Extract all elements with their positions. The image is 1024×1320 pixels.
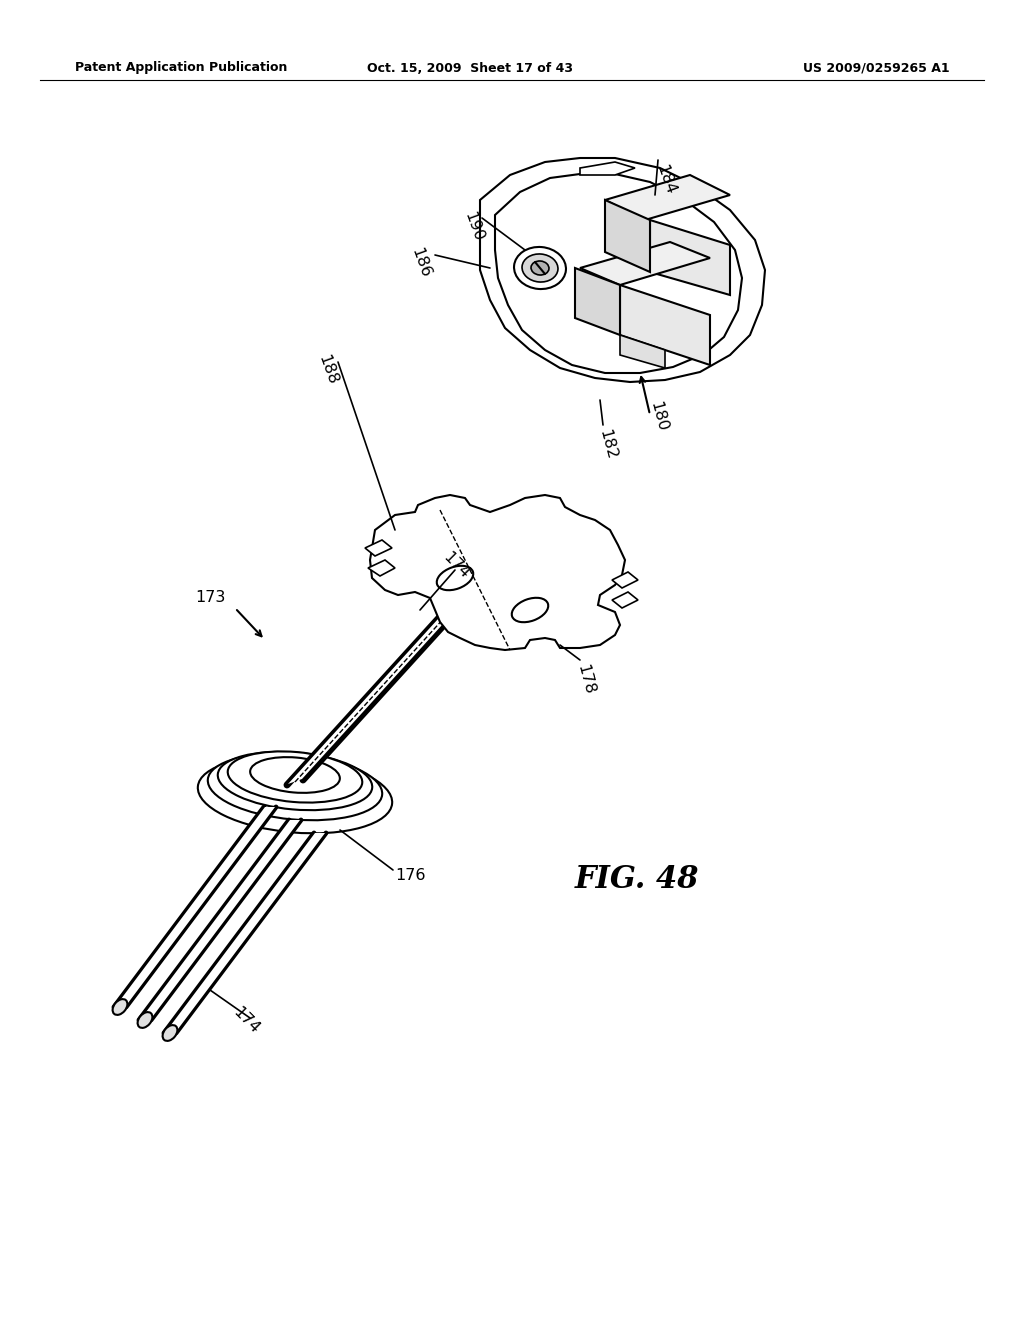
Text: 182: 182 bbox=[597, 428, 620, 462]
Polygon shape bbox=[495, 174, 742, 374]
Polygon shape bbox=[580, 162, 635, 176]
Text: 188: 188 bbox=[315, 352, 340, 387]
Ellipse shape bbox=[113, 999, 127, 1015]
Text: 176: 176 bbox=[395, 867, 426, 883]
Polygon shape bbox=[165, 833, 325, 1034]
Polygon shape bbox=[365, 540, 392, 556]
Polygon shape bbox=[605, 176, 730, 220]
Text: FIG. 48: FIG. 48 bbox=[575, 865, 699, 895]
Polygon shape bbox=[620, 335, 665, 368]
Ellipse shape bbox=[137, 1012, 153, 1028]
Polygon shape bbox=[612, 591, 638, 609]
Text: Patent Application Publication: Patent Application Publication bbox=[75, 62, 288, 74]
Ellipse shape bbox=[437, 566, 473, 590]
Text: 180: 180 bbox=[648, 400, 670, 433]
Text: US 2009/0259265 A1: US 2009/0259265 A1 bbox=[804, 62, 950, 74]
Polygon shape bbox=[288, 558, 502, 784]
Polygon shape bbox=[485, 540, 513, 560]
Ellipse shape bbox=[227, 751, 362, 803]
Polygon shape bbox=[370, 495, 625, 649]
Polygon shape bbox=[140, 820, 300, 1020]
Ellipse shape bbox=[163, 1026, 177, 1041]
Polygon shape bbox=[620, 285, 710, 366]
Ellipse shape bbox=[218, 752, 373, 810]
Ellipse shape bbox=[198, 756, 392, 833]
Polygon shape bbox=[115, 807, 275, 1007]
Ellipse shape bbox=[250, 758, 340, 793]
Text: 173: 173 bbox=[195, 590, 225, 606]
Ellipse shape bbox=[522, 253, 558, 282]
Ellipse shape bbox=[531, 261, 549, 275]
Ellipse shape bbox=[208, 754, 382, 820]
Text: 186: 186 bbox=[408, 246, 432, 280]
Ellipse shape bbox=[514, 247, 566, 289]
Text: 178: 178 bbox=[574, 663, 597, 697]
Text: 174: 174 bbox=[439, 549, 472, 582]
Polygon shape bbox=[368, 560, 395, 576]
Polygon shape bbox=[612, 572, 638, 587]
Polygon shape bbox=[580, 242, 710, 285]
Polygon shape bbox=[480, 158, 765, 381]
Text: 190: 190 bbox=[461, 210, 485, 243]
Polygon shape bbox=[650, 220, 730, 294]
Polygon shape bbox=[575, 268, 620, 335]
Text: Oct. 15, 2009  Sheet 17 of 43: Oct. 15, 2009 Sheet 17 of 43 bbox=[367, 62, 573, 74]
Ellipse shape bbox=[512, 598, 548, 622]
Text: 184: 184 bbox=[653, 162, 678, 197]
Polygon shape bbox=[473, 548, 500, 568]
Polygon shape bbox=[605, 201, 650, 272]
Text: 174: 174 bbox=[229, 1005, 262, 1038]
